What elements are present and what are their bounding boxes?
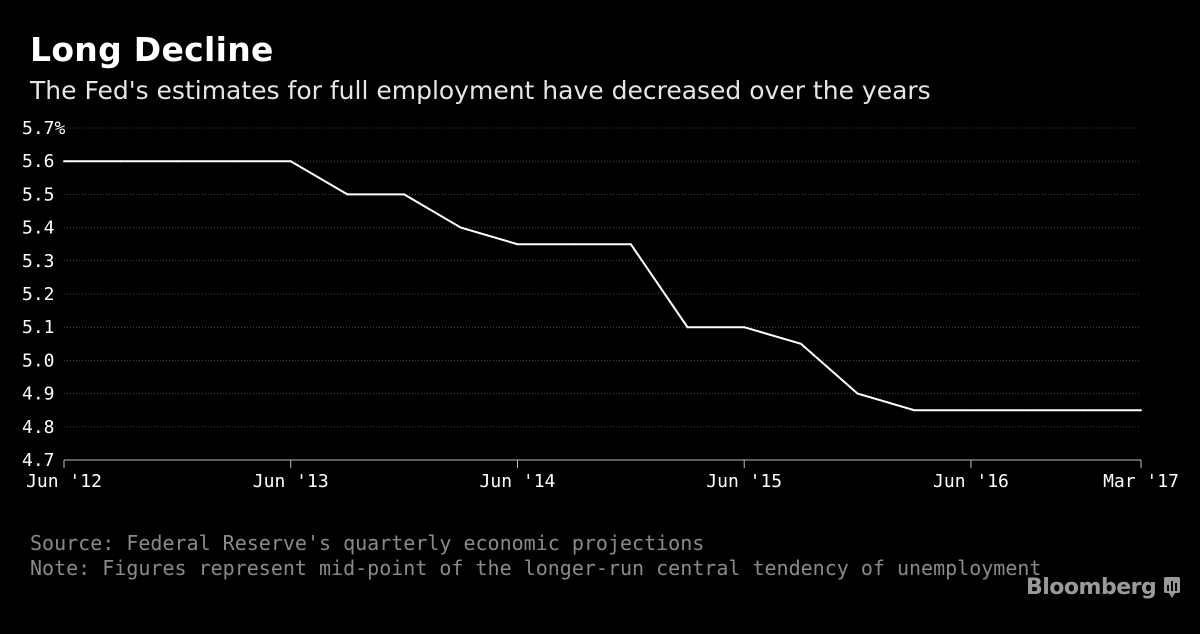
brand-name: Bloomberg [1026,575,1157,600]
data-point [573,243,576,246]
data-point [969,409,972,412]
data-point [1140,409,1142,412]
y-tick-label: 4.8 [22,417,55,438]
x-tick-label: Jun '12 [26,471,102,492]
data-point [743,326,746,329]
data-point [346,193,349,196]
chart-subtitle: The Fed's estimates for full employment … [30,76,931,105]
y-tick-label: 5.7% [22,118,66,139]
data-point [233,160,236,163]
data-point [403,193,406,196]
y-axis-ticks: 5.7% 5.6 5.5 5.4 5.3 5.2 5.1 5.0 4.9 4.8 4.7 [22,118,66,471]
x-axis: Jun '12 Jun '13 Jun '14 Jun '15 Jun '16 Mar '… [26,459,1179,492]
brand-logo: Bloomberg [1026,575,1181,600]
source-note: Source: Federal Reserve's quarterly econ… [30,531,705,555]
y-tick-label: 5.6 [22,151,55,172]
grid-lines [64,127,1141,428]
series-layer [63,160,1142,412]
y-tick-label: 5.1 [22,317,55,338]
data-point [516,243,519,246]
bloomberg-chart-icon [1164,576,1181,598]
data-point [63,160,65,163]
data-point [459,226,462,229]
data-point [629,243,632,246]
x-tick-label: Jun '14 [480,471,556,492]
x-tick-label: Jun '16 [933,471,1009,492]
chart-title: Long Decline [30,30,274,69]
data-point [1083,409,1086,412]
y-tick-label: 5.2 [22,284,55,305]
y-tick-label: 4.7 [22,450,55,471]
data-point [799,342,802,345]
y-tick-label: 5.5 [22,184,55,205]
data-point [686,326,689,329]
y-tick-label: 5.4 [22,218,55,239]
y-tick-label: 5.0 [22,350,55,371]
y-tick-label: 5.3 [22,251,55,272]
data-point [1026,409,1029,412]
y-tick-label: 4.9 [22,384,55,405]
data-point [913,409,916,412]
data-point [856,392,859,395]
data-point [289,160,292,163]
x-tick-label: Mar '17 [1103,471,1179,492]
x-tick-label: Jun '13 [253,471,329,492]
series-line [64,160,1141,412]
x-tick-label: Jun '15 [706,471,782,492]
methodology-note: Note: Figures represent mid-point of the… [30,556,1042,580]
data-point [119,160,122,163]
data-point [176,160,179,163]
